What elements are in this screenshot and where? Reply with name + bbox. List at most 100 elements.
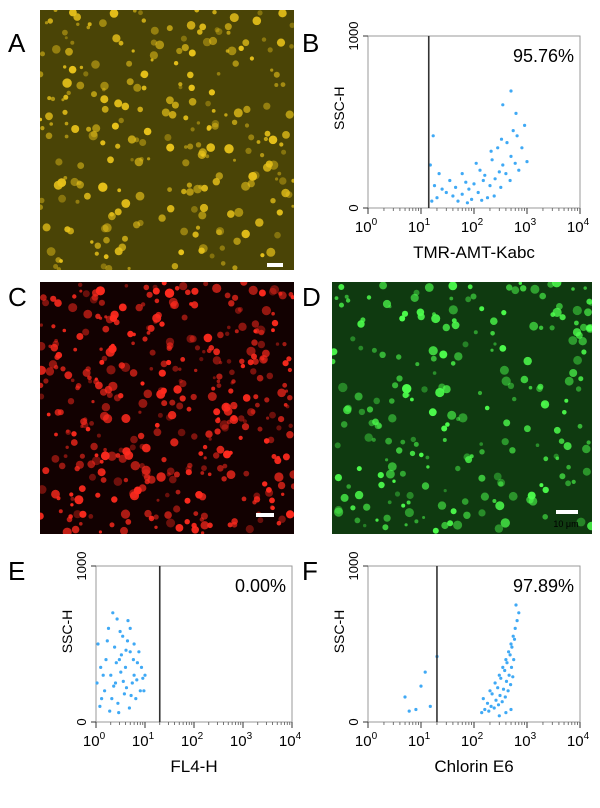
cell-spot (112, 34, 121, 43)
cell-spot (161, 457, 167, 463)
cell-spot (383, 514, 391, 522)
cell-spot (206, 348, 212, 354)
data-point (493, 177, 497, 181)
cell-spot (480, 492, 489, 501)
data-point (142, 689, 146, 693)
data-point (497, 673, 501, 677)
cell-spot (275, 177, 279, 181)
cell-spot (118, 454, 127, 463)
cell-spot (87, 22, 92, 27)
data-point (474, 161, 478, 165)
cell-spot (58, 462, 66, 470)
cell-spot (350, 505, 356, 511)
data-point (476, 190, 480, 195)
cell-spot (82, 290, 90, 298)
cell-spot (118, 117, 124, 124)
cell-spot (186, 334, 195, 343)
data-point (138, 689, 142, 693)
data-point (498, 693, 502, 698)
cell-spot (421, 482, 430, 490)
data-point (481, 178, 485, 183)
cell-spot (542, 486, 549, 494)
cell-spot (140, 381, 145, 386)
cell-spot (291, 178, 294, 183)
cell-spot (379, 282, 387, 290)
cell-spot (184, 497, 191, 504)
data-point (488, 184, 492, 188)
data-point (103, 689, 107, 693)
cell-spot (126, 60, 133, 67)
cell-spot (40, 117, 43, 122)
gate-percentage: 0.00% (235, 576, 286, 596)
cell-spot (232, 60, 239, 67)
cell-spot (479, 306, 485, 312)
cell-spot (187, 462, 193, 469)
panel-letter-b: B (302, 28, 320, 58)
data-point (490, 692, 494, 696)
cell-spot (432, 527, 439, 534)
image-d-cells (332, 282, 592, 534)
flow-cytometry-plot-b: 100 101 102 103 104 0 1000 SSC-H TMR-AMT-Kabc 95.… (331, 22, 590, 262)
cell-spot (400, 439, 406, 445)
data-point (111, 611, 115, 615)
cell-spot (245, 525, 254, 534)
cell-spot (108, 381, 118, 391)
data-point (489, 149, 493, 153)
cell-spot (62, 109, 68, 115)
cell-spot (191, 433, 198, 440)
cell-spot (410, 397, 414, 402)
cell-spot (117, 188, 122, 193)
cell-spot (508, 491, 518, 501)
data-point (514, 603, 518, 607)
cell-spot (215, 28, 223, 35)
cell-spot (289, 22, 294, 28)
cell-spot (194, 345, 201, 351)
cell-spot (241, 496, 247, 502)
cell-spot (140, 73, 144, 77)
y-tick-label: 0 (346, 204, 361, 211)
data-point (98, 704, 102, 708)
cell-spot (102, 87, 106, 92)
data-point (507, 650, 511, 654)
cell-spot (157, 387, 166, 395)
cell-spot (463, 453, 471, 461)
cell-spot (95, 381, 103, 390)
cell-spot (193, 511, 199, 516)
cell-spot (249, 56, 254, 61)
cell-spot (141, 18, 146, 23)
cell-spot (354, 490, 364, 500)
cell-spot (410, 293, 419, 302)
cell-spot (564, 398, 569, 403)
cell-spot (109, 522, 115, 528)
cell-spot (47, 18, 53, 24)
cell-spot (417, 313, 425, 321)
cell-spot (180, 227, 189, 236)
cell-spot (199, 357, 204, 362)
cell-spot (114, 247, 123, 256)
cell-spot (200, 521, 209, 530)
cell-spot (133, 10, 137, 13)
cell-spot (201, 184, 209, 192)
cell-spot (226, 419, 232, 425)
cell-spot (216, 379, 221, 384)
cell-spot (80, 418, 88, 426)
cell-spot (94, 251, 99, 256)
fluorescence-image-c (40, 282, 294, 534)
data-point (483, 707, 487, 712)
cell-spot (68, 303, 78, 313)
cell-spot (198, 211, 207, 220)
data-point (110, 697, 114, 701)
cell-spot (158, 214, 166, 222)
data-point (104, 658, 108, 662)
cell-spot (288, 423, 293, 428)
cell-spot (79, 289, 83, 293)
cell-spot (265, 160, 273, 168)
cell-spot (102, 325, 110, 333)
cell-spot (501, 310, 507, 316)
cell-spot (95, 492, 101, 498)
data-point (454, 185, 458, 189)
cell-spot (394, 491, 401, 497)
cell-spot (189, 335, 197, 343)
cell-spot (242, 39, 250, 47)
cell-spot (70, 503, 74, 507)
